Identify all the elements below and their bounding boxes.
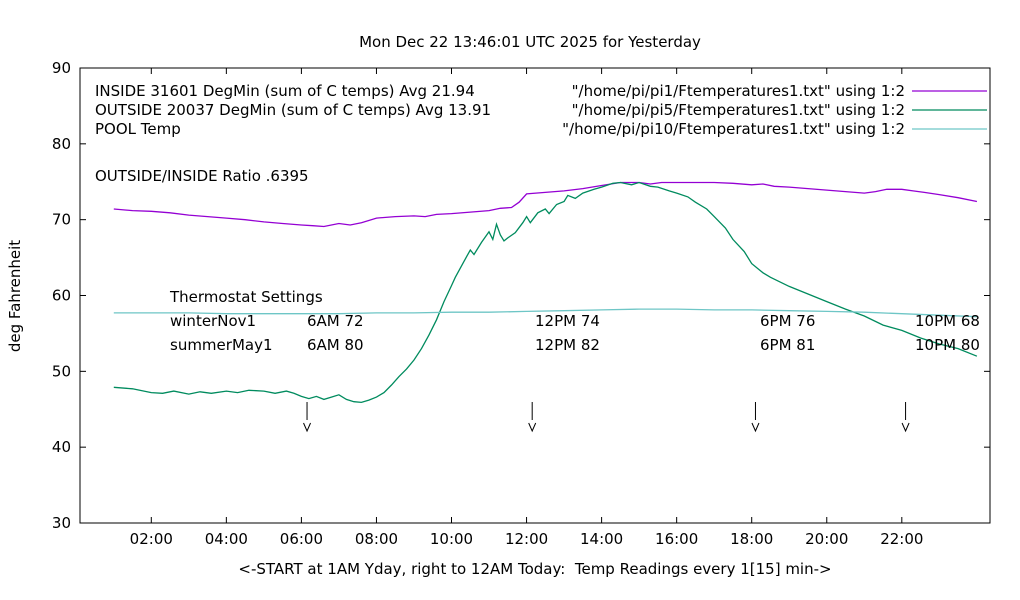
thermostat-winter-10pm: 10PM 68 [915, 312, 980, 330]
legend-row-pool: POOL Temp [95, 120, 181, 138]
thermostat-summer-label: summerMay1 [170, 336, 273, 354]
x-tick-label: 16:00 [655, 530, 698, 548]
thermostat-summer-12pm: 12PM 82 [535, 336, 600, 354]
file-label-outside: "/home/pi/pi5/Ftemperatures1.txt" using … [572, 101, 905, 119]
y-tick-label: 40 [52, 438, 71, 456]
arrow-head [901, 422, 910, 433]
x-axis-label: <-START at 1AM Yday, right to 12AM Today… [238, 560, 831, 578]
y-tick-label: 60 [52, 287, 71, 305]
arrow-head [751, 422, 760, 433]
x-tick-label: 08:00 [355, 530, 398, 548]
thermostat-title: Thermostat Settings [169, 288, 323, 306]
x-tick-label: 02:00 [130, 530, 173, 548]
series-pool-line [113, 308, 977, 318]
y-tick-label: 50 [52, 362, 71, 380]
x-tick-label: 18:00 [730, 530, 773, 548]
thermostat-winter-6pm: 6PM 76 [760, 312, 815, 330]
thermostat-summer-6am: 6AM 80 [307, 336, 364, 354]
arrow-head [303, 422, 311, 433]
x-tick-label: 22:00 [880, 530, 923, 548]
x-tick-label: 10:00 [430, 530, 473, 548]
x-tick-label: 12:00 [505, 530, 548, 548]
arrow-head [528, 422, 537, 433]
x-tick-label: 06:00 [280, 530, 323, 548]
file-label-inside: "/home/pi/pi1/Ftemperatures1.txt" using … [572, 82, 905, 100]
y-axis-label: deg Fahrenheit [6, 240, 24, 352]
series-inside-line [113, 181, 978, 228]
thermostat-winter-label: winterNov1 [170, 312, 256, 330]
y-tick-label: 30 [52, 514, 71, 532]
ratio-annotation: OUTSIDE/INSIDE Ratio .6395 [95, 167, 309, 185]
x-tick-label: 14:00 [580, 530, 623, 548]
file-label-pool: "/home/pi/pi10/Ftemperatures1.txt" using… [562, 120, 905, 138]
y-tick-label: 70 [52, 211, 71, 229]
series-outside-line [113, 181, 978, 404]
thermostat-winter-12pm: 12PM 74 [535, 312, 600, 330]
x-tick-label: 04:00 [205, 530, 248, 548]
plot-layer: 02:00 04:00 06:00 08:00 10:00 12:00 14:00 16:00… [52, 59, 991, 548]
thermostat-summer-6pm: 6PM 81 [760, 336, 815, 354]
thermostat-summer-10pm: 10PM 80 [915, 336, 980, 354]
y-tick-label: 80 [52, 135, 71, 153]
chart-title: Mon Dec 22 13:46:01 UTC 2025 for Yesterd… [359, 33, 701, 51]
y-tick-label: 90 [52, 59, 71, 77]
legend-row-outside: OUTSIDE 20037 DegMin (sum of C temps) Av… [95, 101, 491, 119]
x-tick-label: 20:00 [805, 530, 848, 548]
thermostat-winter-6am: 6AM 72 [307, 312, 364, 330]
legend-row-inside: INSIDE 31601 DegMin (sum of C temps) Avg… [95, 82, 475, 100]
